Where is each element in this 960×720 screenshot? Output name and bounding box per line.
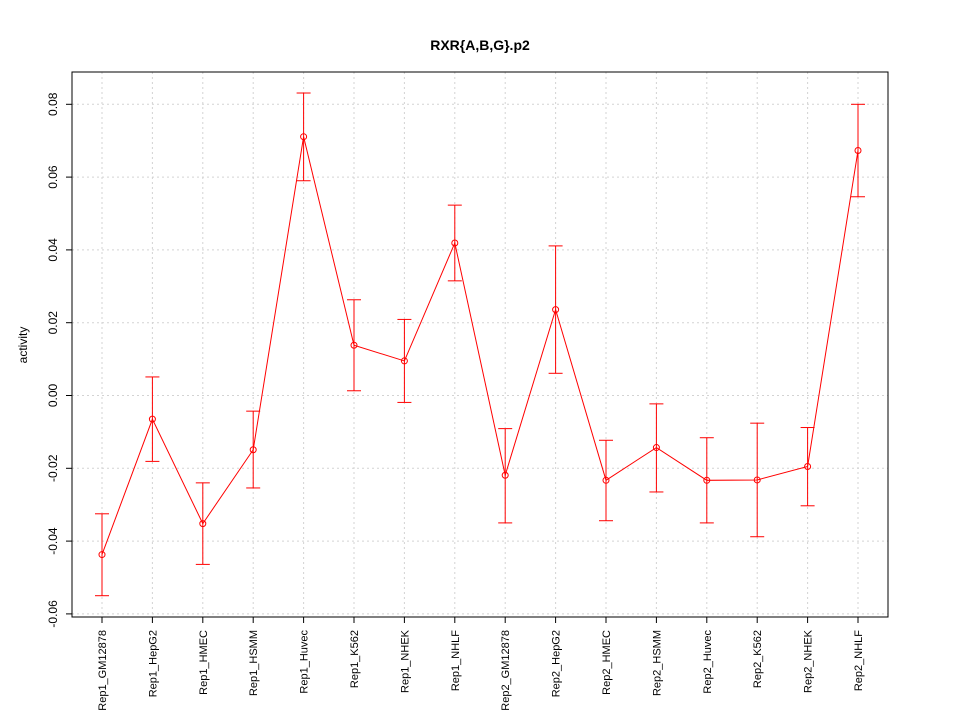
grid-lines bbox=[72, 72, 888, 617]
data-point bbox=[652, 444, 660, 452]
x-tick-label: Rep2_HMEC bbox=[601, 630, 613, 695]
y-tick-label: 0.02 bbox=[46, 311, 60, 335]
data-point bbox=[451, 239, 459, 247]
data-point bbox=[98, 551, 106, 559]
data-point bbox=[199, 520, 207, 528]
y-tick-label: -0.02 bbox=[46, 454, 60, 482]
data-point bbox=[300, 133, 308, 141]
data-series bbox=[95, 92, 865, 597]
y-tick-label: 0.04 bbox=[46, 238, 60, 262]
x-tick-label: Rep1_NHLF bbox=[450, 630, 462, 691]
y-tick-label: -0.06 bbox=[46, 600, 60, 628]
x-tick-label: Rep1_HMEC bbox=[198, 630, 210, 695]
series-line bbox=[101, 136, 859, 555]
data-point bbox=[501, 471, 509, 479]
plot-frame bbox=[71, 71, 889, 618]
x-tick-label: Rep2_HepG2 bbox=[551, 630, 563, 697]
x-tick-label: Rep2_HSMM bbox=[651, 630, 663, 696]
data-point bbox=[804, 462, 812, 470]
x-tick-label: Rep1_K562 bbox=[349, 630, 361, 688]
x-tick-label: Rep1_NHEK bbox=[399, 629, 411, 693]
y-tick-label: 0.08 bbox=[46, 92, 60, 116]
axes: -0.06 -0.04 -0.02 0.00 0.02 0.04 0.06 0.08 Rep1_… bbox=[46, 92, 865, 710]
y-tick-label: 0.00 bbox=[46, 383, 60, 407]
data-point bbox=[703, 476, 711, 484]
x-tick-label: Rep2_GM12878 bbox=[500, 630, 512, 711]
data-point bbox=[753, 476, 761, 484]
x-tick-label: Rep1_Huvec bbox=[299, 630, 311, 694]
y-tick-label: -0.04 bbox=[46, 527, 60, 555]
chart-title: RXR{A,B,G}.p2 bbox=[430, 37, 530, 53]
y-axis-label: activity bbox=[16, 327, 30, 364]
data-point bbox=[854, 147, 862, 155]
x-tick-label: Rep1_GM12878 bbox=[97, 630, 109, 711]
data-point bbox=[602, 476, 610, 484]
x-tick-label: Rep2_K562 bbox=[752, 630, 764, 688]
x-tick-label: Rep2_NHEK bbox=[803, 629, 815, 693]
x-tick-label: Rep2_NHLF bbox=[853, 630, 865, 691]
x-tick-label: Rep2_Huvec bbox=[702, 630, 714, 694]
data-point bbox=[350, 341, 358, 349]
data-point bbox=[148, 415, 156, 423]
data-point bbox=[249, 446, 257, 454]
x-tick-label: Rep1_HepG2 bbox=[147, 630, 159, 697]
data-point bbox=[552, 306, 560, 314]
x-tick-label: Rep1_HSMM bbox=[248, 630, 260, 696]
y-tick-label: 0.06 bbox=[46, 165, 60, 189]
data-point bbox=[400, 357, 408, 365]
